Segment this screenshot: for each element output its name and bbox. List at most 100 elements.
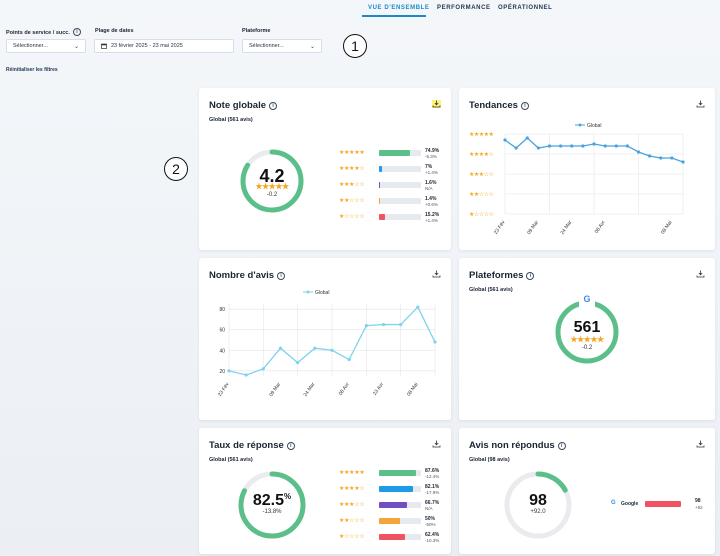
row-bar-fill bbox=[379, 214, 386, 220]
data-point[interactable] bbox=[364, 324, 368, 328]
download-icon[interactable] bbox=[432, 440, 441, 448]
info-icon[interactable]: i bbox=[557, 442, 566, 450]
data-point[interactable] bbox=[416, 305, 420, 309]
row-bar-track bbox=[379, 166, 421, 172]
row-percent: 66.7% bbox=[425, 500, 440, 506]
chevron-down-icon: ⌄ bbox=[73, 44, 79, 50]
count-chart: Global 80 60 40 20 23 Fév 09 Mar 24 Mar 08 Avr 23… bbox=[217, 290, 437, 398]
card-nombre-avis: Nombre d'avis i Global 80 60 40 20 23 Fév 09 Ma… bbox=[199, 258, 451, 420]
data-point[interactable] bbox=[636, 150, 641, 154]
card-note-globale: Note globale i Global (561 avis) 4.2 ★★★★… bbox=[199, 88, 451, 250]
response-delta: -13.8% bbox=[262, 509, 282, 515]
data-point[interactable] bbox=[433, 340, 437, 344]
data-point[interactable] bbox=[659, 156, 663, 160]
points-label: Points de service / succ. i bbox=[6, 28, 81, 36]
row-delta: N/A bbox=[425, 506, 433, 511]
data-point[interactable] bbox=[296, 361, 300, 365]
rating-value: 4.2 bbox=[259, 166, 285, 186]
data-point[interactable] bbox=[227, 369, 231, 373]
row-stars: ★☆☆☆☆ bbox=[339, 534, 365, 540]
x-tick-label: 09 Mar bbox=[268, 381, 282, 397]
data-point[interactable] bbox=[592, 142, 596, 146]
platform-count: 561 bbox=[573, 319, 601, 336]
info-icon[interactable]: i bbox=[72, 28, 81, 36]
rating-gauge bbox=[240, 149, 304, 213]
breakdown-row: ★★★★★ 87.6% -12.4% bbox=[339, 468, 449, 484]
row-bar-fill bbox=[379, 518, 400, 524]
data-point[interactable] bbox=[381, 322, 386, 327]
breakdown-row: ★★☆☆☆ 50% -50% bbox=[339, 516, 449, 532]
data-point[interactable] bbox=[648, 154, 652, 158]
row-bar-track bbox=[379, 214, 421, 220]
data-point[interactable] bbox=[547, 144, 552, 148]
row-delta: -10.3% bbox=[425, 538, 440, 543]
data-point[interactable] bbox=[313, 346, 317, 350]
data-point[interactable] bbox=[581, 144, 585, 148]
tab-vue-ensemble[interactable]: VUE D'ENSEMBLE bbox=[368, 5, 430, 11]
info-icon[interactable]: i bbox=[269, 102, 278, 110]
card-title: Taux de réponse i bbox=[209, 440, 295, 451]
active-tab-indicator bbox=[362, 15, 426, 17]
row-stars: ★★★★★ bbox=[339, 150, 365, 156]
platform-label: Plateforme bbox=[242, 28, 271, 34]
breakdown-row: ★★★☆☆ 66.7% N/A bbox=[339, 500, 449, 516]
y-tick-label: ★★★★☆ bbox=[469, 151, 494, 158]
points-select[interactable]: Sélectionner... ⌄ bbox=[6, 39, 86, 53]
legend-label: Global bbox=[587, 123, 601, 129]
row-stars: ★★☆☆☆ bbox=[339, 198, 365, 204]
data-point[interactable] bbox=[244, 373, 248, 377]
row-delta: +1.4% bbox=[425, 170, 438, 175]
download-icon[interactable] bbox=[696, 100, 705, 108]
info-icon[interactable]: i bbox=[520, 102, 529, 110]
breakdown-row: ★★★★★ 74.9% -5.3% bbox=[339, 148, 449, 164]
row-delta: -17.9% bbox=[425, 490, 440, 495]
download-icon[interactable] bbox=[696, 440, 705, 448]
data-point[interactable] bbox=[603, 144, 607, 148]
data-point[interactable] bbox=[399, 322, 403, 327]
row-bar-track bbox=[379, 534, 421, 540]
x-tick-label: 23 Fév bbox=[217, 381, 231, 397]
calendar-icon bbox=[101, 43, 107, 49]
trend-chart: Global ★★★★★ ★★★★☆ ★★★☆☆ ★★☆☆☆ ★☆☆☆☆23 Fév 09 … bbox=[469, 123, 685, 236]
data-point[interactable] bbox=[525, 136, 529, 140]
data-point[interactable] bbox=[536, 146, 540, 150]
info-icon[interactable]: i bbox=[526, 272, 535, 280]
platform-delta: -0.2 bbox=[581, 345, 593, 351]
card-plateformes: Plateformes i Global (561 avis) G 561 ★★★… bbox=[459, 258, 715, 420]
row-percent: 62.4% bbox=[425, 532, 440, 538]
y-tick-label: 60 bbox=[219, 328, 225, 334]
row-bar-fill bbox=[379, 198, 380, 204]
data-point[interactable] bbox=[347, 357, 351, 362]
platform-select[interactable]: Sélectionner... ⌄ bbox=[242, 39, 322, 53]
card-subtitle: Global (561 avis) bbox=[209, 117, 253, 123]
date-range-input[interactable]: 23 février 2025 - 23 mai 2025 bbox=[94, 39, 234, 53]
data-point[interactable] bbox=[278, 346, 283, 350]
row-bar-track bbox=[379, 518, 421, 524]
x-tick-label: 24 Mar bbox=[303, 381, 317, 397]
data-point[interactable] bbox=[614, 144, 618, 148]
card-subtitle: Global (561 avis) bbox=[209, 457, 253, 463]
data-point[interactable] bbox=[261, 367, 265, 371]
data-point[interactable] bbox=[503, 138, 507, 142]
card-title: Avis non répondus i bbox=[469, 440, 566, 451]
data-point[interactable] bbox=[330, 348, 334, 352]
data-point[interactable] bbox=[681, 160, 685, 164]
reset-filters-link[interactable]: Réinitialiser les filtres bbox=[6, 67, 58, 73]
tab-performance[interactable]: PERFORMANCE bbox=[437, 5, 491, 11]
download-icon[interactable] bbox=[432, 270, 441, 278]
download-icon[interactable] bbox=[432, 100, 441, 108]
data-point[interactable] bbox=[570, 144, 574, 148]
info-icon[interactable]: i bbox=[286, 442, 295, 450]
tab-operationnel[interactable]: OPÉRATIONNEL bbox=[498, 5, 553, 11]
info-icon[interactable]: i bbox=[277, 272, 286, 280]
row-percent: 1.6% bbox=[425, 180, 437, 186]
row-bar-fill bbox=[379, 166, 382, 172]
legend-marker bbox=[306, 290, 310, 294]
row-stars: ★★★★☆ bbox=[339, 486, 365, 492]
y-tick-label: ★★☆☆☆ bbox=[469, 191, 494, 198]
data-point[interactable] bbox=[670, 156, 674, 160]
data-point[interactable] bbox=[514, 146, 518, 150]
download-icon[interactable] bbox=[696, 270, 705, 278]
data-point[interactable] bbox=[625, 144, 629, 148]
data-point[interactable] bbox=[559, 144, 563, 148]
